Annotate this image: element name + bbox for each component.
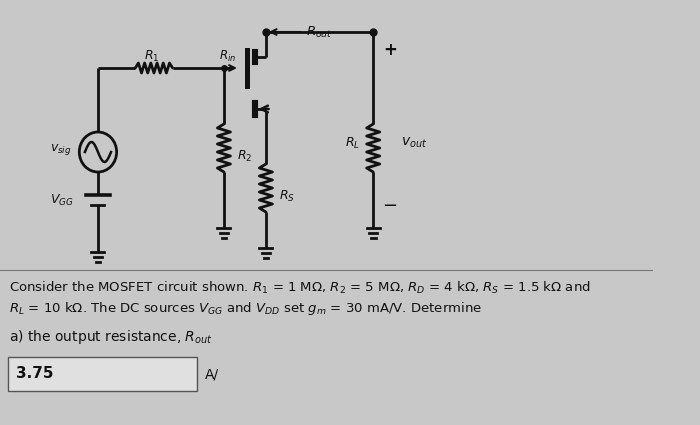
Text: $v_{out}$: $v_{out}$ (401, 136, 428, 150)
Text: $V_{GG}$: $V_{GG}$ (50, 193, 74, 207)
FancyBboxPatch shape (8, 357, 197, 391)
Text: $R_2$: $R_2$ (237, 148, 252, 164)
Text: $R_{out}$: $R_{out}$ (306, 25, 332, 40)
Text: 3.75: 3.75 (16, 366, 53, 382)
Text: −: − (382, 197, 398, 215)
Text: +: + (383, 41, 397, 59)
Text: a) the output resistance, $R_{out}$: a) the output resistance, $R_{out}$ (9, 328, 213, 346)
Text: A/: A/ (205, 367, 219, 381)
Text: $R_L$: $R_L$ (345, 136, 360, 150)
Text: $R_1$: $R_1$ (144, 48, 160, 64)
Text: $v_{sig}$: $v_{sig}$ (50, 142, 72, 158)
Text: Consider the MOSFET circuit shown. $R_1$ = 1 M$\Omega$, $R_2$ = 5 M$\Omega$, $R_: Consider the MOSFET circuit shown. $R_1$… (9, 280, 591, 296)
Text: $R_S$: $R_S$ (279, 188, 295, 204)
Text: $R_L$ = 10 k$\Omega$. The DC sources $V_{GG}$ and $V_{DD}$ set $g_m$ = 30 mA/V. : $R_L$ = 10 k$\Omega$. The DC sources $V_… (9, 300, 482, 317)
Text: $R_{in}$: $R_{in}$ (218, 48, 236, 64)
